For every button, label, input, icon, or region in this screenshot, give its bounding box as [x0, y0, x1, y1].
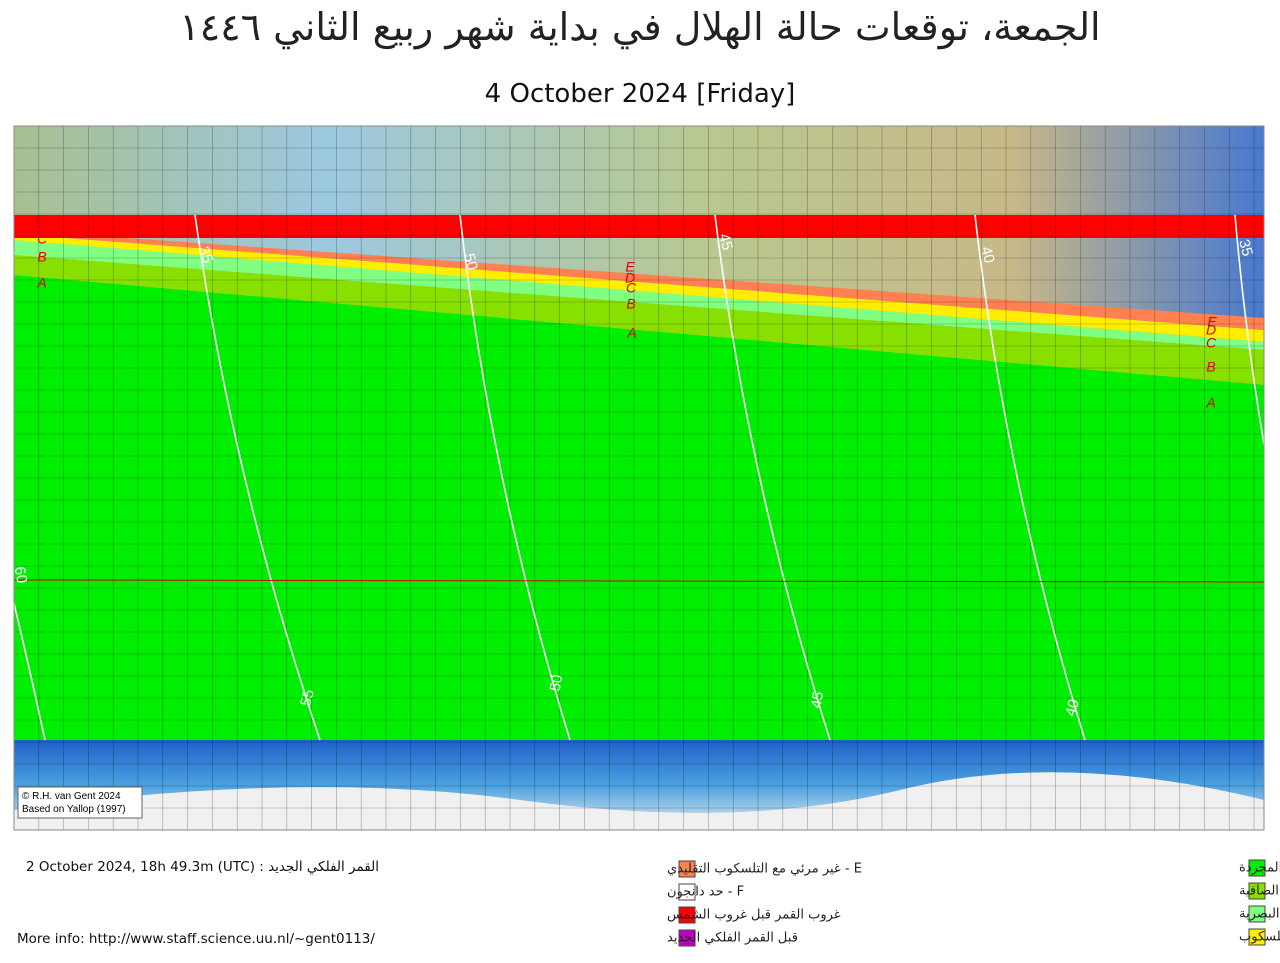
- band-label: A: [1205, 395, 1215, 411]
- band-label: A: [626, 325, 636, 341]
- legend-text: B - يمكن روية الهلال بالعين المجردة اذا …: [1239, 884, 1280, 899]
- title: الجمعة، توقعات حالة الهلال في بداية شهر …: [179, 5, 1100, 50]
- contour-label: 35: [195, 244, 217, 265]
- legend-swatch: [1248, 905, 1266, 923]
- legend-swatch: [1248, 882, 1266, 900]
- band-label: C: [37, 231, 48, 247]
- map: [13, 125, 1265, 831]
- antarctica-land: [14, 772, 1264, 830]
- contour-label: 40: [977, 245, 998, 266]
- legend-text: F - حد دانجون: [667, 885, 744, 900]
- contour-line: [459, 214, 571, 741]
- band-label: C: [626, 280, 637, 296]
- legend-text: D - يمكن روية الهلال بالتلسكوب: [1239, 930, 1280, 945]
- legend-text: C - يمكن روية الهلال بالعين المجردة بعد …: [1239, 907, 1280, 922]
- date: 4 October 2024 [Friday]: [485, 79, 796, 109]
- band-label: C: [1206, 335, 1217, 351]
- contour-label: 45: [808, 690, 828, 709]
- contour-line: [714, 214, 831, 741]
- legend-swatch: [678, 929, 696, 947]
- zone-e: [14, 230, 1264, 330]
- contour-label: 40: [1062, 698, 1083, 719]
- credit: © R.H. van Gent 2024: [22, 791, 121, 802]
- zone-c: [14, 240, 1264, 350]
- band-label: B: [37, 249, 46, 265]
- zone-d: [14, 234, 1264, 342]
- band-label: E: [1207, 314, 1217, 330]
- contour-label: 35: [1235, 238, 1256, 259]
- band-label: D: [625, 270, 635, 286]
- contour-label: 60: [11, 565, 31, 584]
- legend-text: غروب القمر قبل غروب الشمس: [667, 908, 841, 923]
- new-moon: 2 October 2024, 18h 49.3m (UTC) : القمر …: [26, 859, 379, 875]
- contour-label: 50: [460, 252, 481, 273]
- credit: Based on Yallop (1997): [22, 804, 126, 815]
- legend-text: قبل القمر الفلكي الجديد: [667, 931, 798, 946]
- legend-text: E - غير مرئي مع التلسكوب التقليدي: [667, 862, 862, 877]
- contour-label: 45: [715, 232, 736, 253]
- legend-swatch: [678, 906, 696, 924]
- map-border: [13, 125, 1265, 831]
- zone-a: [14, 275, 1264, 740]
- contour-line: [14, 600, 46, 741]
- legend-text: A - يمكن روية الهلال بالعين المجردة: [1239, 861, 1280, 876]
- legend-swatch: [1248, 928, 1266, 946]
- legend-swatch: [678, 883, 696, 901]
- equator: [14, 579, 1264, 583]
- contour-line: [974, 214, 1086, 741]
- contour-line: [1234, 214, 1264, 450]
- legend-swatch: [678, 860, 696, 878]
- more-info: More info: http://www.staff.science.uu.n…: [17, 931, 375, 947]
- zone-moonset: [14, 215, 1264, 238]
- contour-label: 55: [297, 688, 318, 709]
- contour-line: [194, 214, 321, 741]
- contour-label: 50: [547, 673, 567, 692]
- band-label: D: [1206, 322, 1216, 338]
- band-label: B: [626, 296, 635, 312]
- credit-box: [17, 786, 143, 819]
- band-label: E: [625, 259, 635, 275]
- legend-swatch: [1248, 859, 1266, 877]
- zone-b: [14, 255, 1264, 385]
- band-label: A: [36, 275, 46, 291]
- band-label: E: [35, 212, 45, 228]
- band-label: B: [1206, 359, 1215, 375]
